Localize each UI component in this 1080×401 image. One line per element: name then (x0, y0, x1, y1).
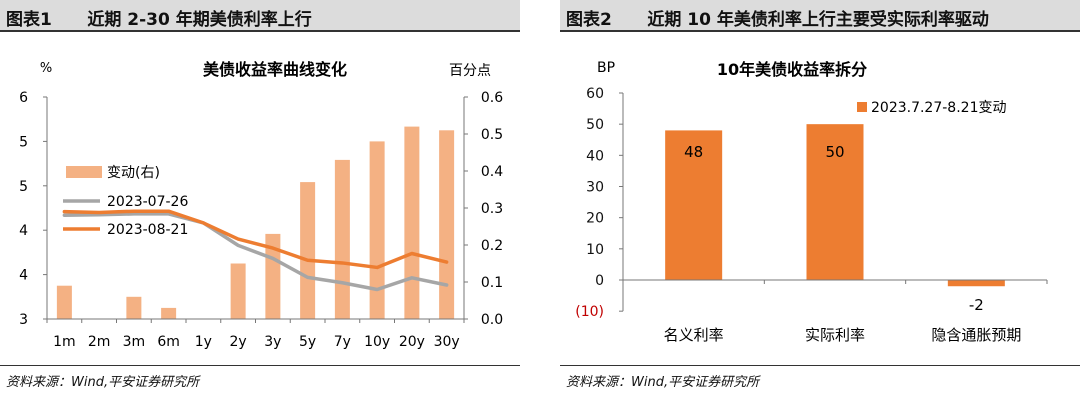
x-tick-label: 5y (299, 334, 316, 350)
y-tick-label: 0 (595, 273, 604, 289)
left-figure-label: 图表1 (6, 10, 52, 30)
left-figure-header: 图表1 近期 2-30 年期美债利率上行 (0, 0, 520, 30)
right-tick-label: 0.1 (481, 275, 503, 291)
y-tick-label: (10) (575, 304, 604, 320)
right-figure-header: 图表2 近期 10 年美债利率上行主要受实际利率驱动 (560, 0, 1080, 30)
legend-label-0821: 2023-08-21 (107, 222, 188, 238)
yield-curve-chart: 美债收益率曲线变化 % 百分点 6 5 5 4 4 3 0.6 0.5 0.4 0.3 0.2 0.1… (19, 60, 503, 350)
legend-label-0726: 2023-07-26 (107, 194, 188, 210)
bar-change (334, 159, 350, 319)
bar-change (300, 182, 316, 319)
y-tick-label: 30 (586, 180, 604, 196)
left-footer-rule (0, 365, 520, 366)
x-tick-label: 6m (157, 334, 180, 350)
y-tick-label: 20 (586, 211, 604, 227)
x-tick-label: 7y (334, 334, 351, 350)
bar-3 (947, 280, 1005, 287)
left-axis-unit: % (40, 61, 52, 76)
yield-decomposition-chart: 10年美债收益率拆分 BP 48 50 -2 60 50 40 30 20 10 0 (10) 名义… (575, 60, 1048, 344)
bar-change (126, 296, 142, 319)
x-tick-label: 名义利率 (664, 326, 724, 344)
left-figure-title: 近期 2-30 年期美债利率上行 (87, 10, 312, 30)
x-tick-label: 30y (434, 334, 460, 350)
left-tick-label: 5 (19, 179, 28, 195)
x-tick-label: 3m (123, 334, 146, 350)
legend: 2023.7.27-8.21变动 (857, 100, 1006, 116)
y-axis-unit: BP (597, 60, 615, 76)
y-tick-label: 50 (586, 117, 604, 133)
x-tick-label: 实际利率 (805, 326, 865, 344)
line-2023-08-21 (62, 209, 449, 270)
bar-change (369, 141, 385, 319)
x-tick-label: 隐含通胀预期 (931, 326, 1021, 344)
y-tick-label: 10 (586, 242, 604, 258)
legend-swatch-change (857, 102, 867, 112)
x-tick-label: 2m (88, 334, 111, 350)
chart-title: 美债收益率曲线变化 (203, 60, 347, 79)
legend: 变动(右) 2023-07-26 2023-08-21 (63, 165, 188, 238)
left-tick-label: 5 (19, 134, 28, 150)
bar-2 (806, 124, 864, 281)
bar-change (161, 307, 177, 319)
right-tick-label: 0.6 (481, 90, 503, 106)
right-source-note: 资料来源：Wind,平安证券研究所 (566, 375, 760, 390)
left-source-note: 资料来源：Wind,平安证券研究所 (6, 375, 200, 390)
right-figure-title: 近期 10 年美债利率上行主要受实际利率驱动 (647, 10, 989, 30)
right-tick-label: 0.3 (481, 201, 503, 217)
right-figure-panel: 图表2 近期 10 年美债利率上行主要受实际利率驱动 10年美债收益率拆分 BP… (560, 0, 1080, 401)
right-tick-label: 0.5 (481, 127, 503, 143)
right-figure-label: 图表2 (566, 10, 612, 30)
left-figure-panel: 图表1 近期 2-30 年期美债利率上行 美债收益率曲线变化 % 百分点 6 5 5… (0, 0, 520, 401)
y-tick-label: 60 (586, 86, 604, 102)
right-tick-label: 0.0 (481, 312, 503, 328)
bar-change (56, 285, 72, 319)
x-tick-label: 2y (230, 334, 247, 350)
data-label: -2 (969, 296, 984, 314)
left-header-rule (0, 30, 520, 32)
x-tick-label: 10y (364, 334, 390, 350)
bar-1 (665, 130, 723, 280)
legend-label-change: 变动(右) (107, 165, 160, 181)
right-axis-unit: 百分点 (449, 63, 491, 79)
x-tick-label: 3y (264, 334, 281, 350)
right-header-rule (560, 30, 1080, 32)
data-label: 50 (825, 143, 844, 161)
bar-change (404, 126, 420, 319)
legend-label-change: 2023.7.27-8.21变动 (871, 100, 1006, 116)
x-tick-label: 20y (399, 334, 425, 350)
right-tick-label: 0.4 (481, 164, 503, 180)
y-tick-label: 40 (586, 148, 604, 164)
data-label: 48 (684, 143, 703, 161)
left-tick-label: 3 (19, 312, 28, 328)
left-tick-label: 4 (19, 268, 28, 284)
bar-change (439, 130, 455, 319)
line-2023-07-26 (62, 212, 449, 292)
right-footer-rule (560, 365, 1080, 366)
chart-title: 10年美债收益率拆分 (717, 60, 867, 79)
x-tick-label: 1y (195, 334, 212, 350)
right-tick-label: 0.2 (481, 238, 503, 254)
left-tick-label: 4 (19, 223, 28, 239)
bar-change (230, 263, 246, 319)
legend-swatch-change (66, 166, 102, 178)
x-tick-label: 1m (53, 334, 76, 350)
left-tick-label: 6 (19, 90, 28, 106)
